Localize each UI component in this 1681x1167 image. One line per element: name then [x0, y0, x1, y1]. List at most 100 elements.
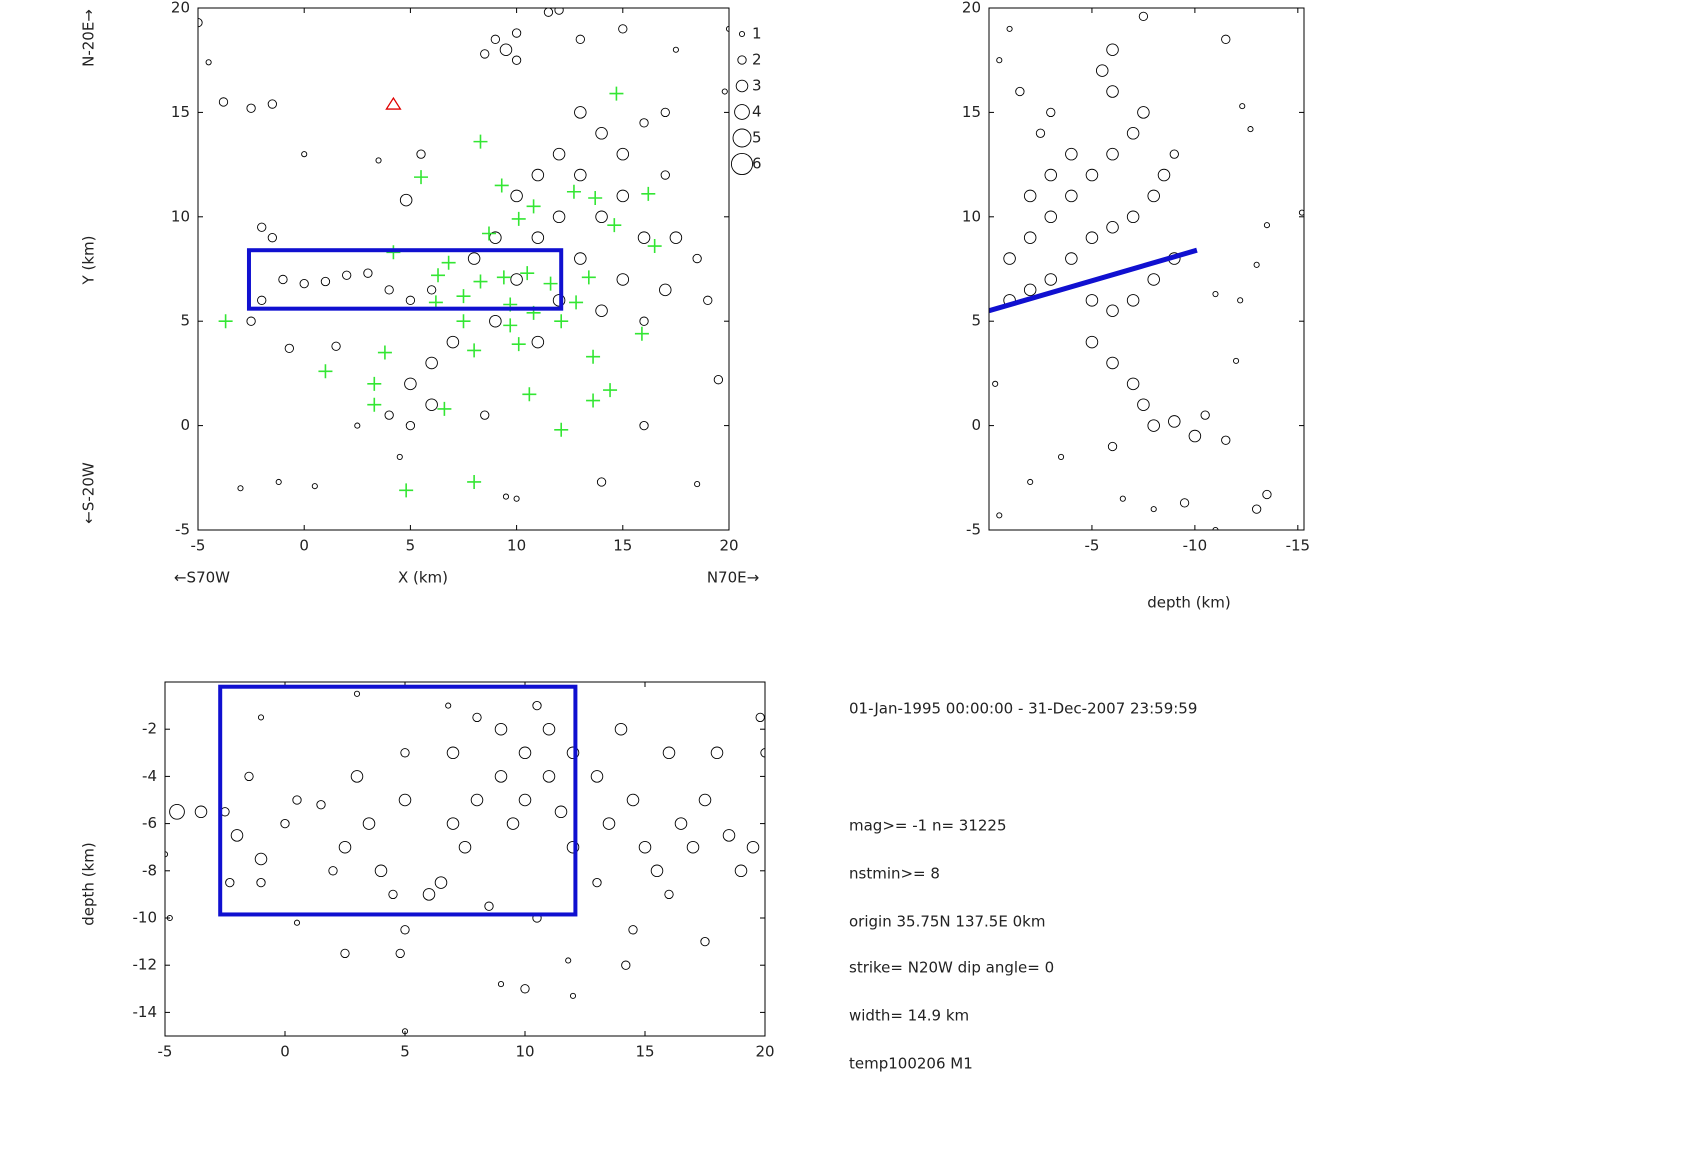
event [497, 981, 505, 988]
event [404, 377, 417, 391]
fault-line [989, 247, 1198, 314]
event [710, 746, 724, 760]
station [377, 345, 392, 360]
event [1251, 504, 1262, 514]
station [494, 178, 509, 193]
event [1137, 106, 1150, 119]
event [416, 149, 426, 159]
event [340, 948, 350, 959]
event [672, 46, 679, 53]
event [445, 702, 452, 709]
event [592, 877, 602, 888]
plot-frame [164, 681, 766, 1037]
info-text: temp100206 M1 [849, 1055, 973, 1073]
event [1106, 43, 1119, 57]
info-text: origin 35.75N 137.5E 0km [849, 913, 1045, 931]
event [1065, 189, 1078, 203]
info-text: width= 14.9 km [849, 1007, 969, 1025]
event [713, 375, 724, 385]
event [205, 59, 212, 66]
event [531, 231, 545, 244]
event [511, 28, 522, 38]
station [641, 186, 656, 201]
event [595, 304, 608, 318]
event [1044, 168, 1058, 182]
event [595, 127, 608, 140]
event [518, 746, 532, 760]
event [542, 722, 556, 736]
event [338, 840, 352, 854]
event [660, 170, 670, 180]
station [367, 376, 382, 391]
station [456, 314, 471, 329]
legend-label: 5 [752, 129, 762, 147]
event [396, 453, 403, 460]
event [542, 770, 556, 783]
event [425, 356, 438, 370]
event [284, 343, 294, 353]
event [1046, 107, 1056, 118]
event [328, 866, 338, 876]
event [531, 335, 545, 349]
station [522, 387, 537, 402]
event [621, 960, 631, 970]
event [1015, 86, 1025, 97]
x-tick-label: -10 [1183, 537, 1208, 555]
event [614, 722, 628, 736]
station [386, 245, 401, 260]
event [470, 793, 484, 807]
event [674, 817, 688, 830]
event [1247, 126, 1254, 133]
event [194, 805, 208, 819]
event [686, 840, 700, 854]
event [532, 700, 542, 711]
plot-frame [197, 7, 730, 531]
event [659, 283, 672, 297]
event [616, 273, 630, 286]
y-tick-label: 10 [171, 207, 190, 225]
event [331, 341, 341, 351]
event [574, 252, 587, 265]
event [1221, 435, 1231, 445]
station [503, 318, 518, 333]
y-tick-label: -8 [142, 861, 157, 879]
event [725, 25, 729, 32]
event [1003, 252, 1016, 265]
station [431, 268, 446, 283]
event [552, 294, 566, 307]
event [1188, 429, 1202, 443]
event [384, 410, 394, 420]
plot-frame [988, 7, 1305, 531]
legend-label: 4 [752, 103, 762, 121]
event [1138, 11, 1149, 22]
event [1023, 231, 1037, 244]
event [1107, 441, 1118, 452]
event [320, 276, 331, 287]
x-axis-label: X (km) [398, 569, 448, 587]
event [703, 295, 713, 305]
event [1263, 222, 1270, 229]
event [1253, 261, 1260, 268]
event [566, 746, 580, 760]
event [257, 295, 267, 305]
x-axis-label: depth (km) [1147, 594, 1230, 612]
event [1147, 273, 1160, 286]
station [634, 326, 649, 341]
event [422, 888, 436, 901]
event [316, 800, 326, 810]
event [511, 55, 522, 65]
station [588, 191, 603, 206]
event [513, 495, 520, 502]
event [375, 157, 382, 164]
event [1119, 495, 1126, 502]
event [698, 793, 712, 807]
event [518, 793, 532, 807]
y-tick-label: -4 [142, 767, 157, 785]
station [607, 218, 622, 233]
station [481, 226, 496, 241]
event [1126, 294, 1140, 307]
x-tick-label: -5 [1084, 537, 1099, 555]
legend-marker [734, 104, 750, 120]
event [595, 210, 608, 224]
